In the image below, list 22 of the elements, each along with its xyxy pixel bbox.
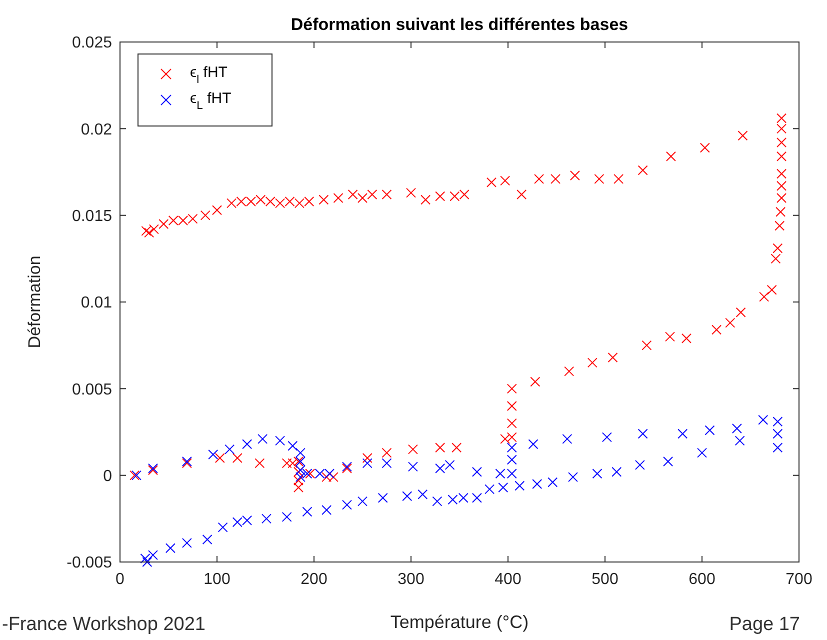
y-tick-label: 0.005 bbox=[72, 381, 112, 398]
y-tick-label: 0.015 bbox=[72, 208, 112, 225]
y-tick-label: -0.005 bbox=[66, 554, 112, 572]
text: Page 17 bbox=[729, 614, 800, 635]
x-tick-label: 500 bbox=[592, 571, 618, 588]
y-tick-label: 0.025 bbox=[72, 34, 112, 52]
x-axis-title: Température (°C) bbox=[390, 612, 529, 632]
x-tick-label: 600 bbox=[688, 571, 716, 588]
x-tick-label: 700 bbox=[786, 571, 812, 588]
y-tick-label: 0 bbox=[103, 468, 112, 485]
chart-title: Déformation suivant les différentes bases bbox=[290, 15, 628, 34]
x-tick-label: 0 bbox=[116, 571, 125, 588]
y-tick-label: 0.01 bbox=[80, 294, 112, 312]
x-tick-label: 100 bbox=[204, 571, 230, 588]
legend-label: ϵ$_{l}$ fHT bbox=[190, 64, 228, 86]
legend-label: ϵ$_{L}$ fHT bbox=[190, 90, 232, 112]
x-tick-label: 400 bbox=[494, 571, 522, 588]
y-axis-title: Déformation bbox=[25, 256, 44, 348]
text: -France Workshop 2021 bbox=[2, 614, 206, 635]
y-tick-label: 0.02 bbox=[80, 121, 112, 138]
x-tick-label: 200 bbox=[300, 571, 328, 588]
x-tick-label: 300 bbox=[398, 571, 424, 588]
